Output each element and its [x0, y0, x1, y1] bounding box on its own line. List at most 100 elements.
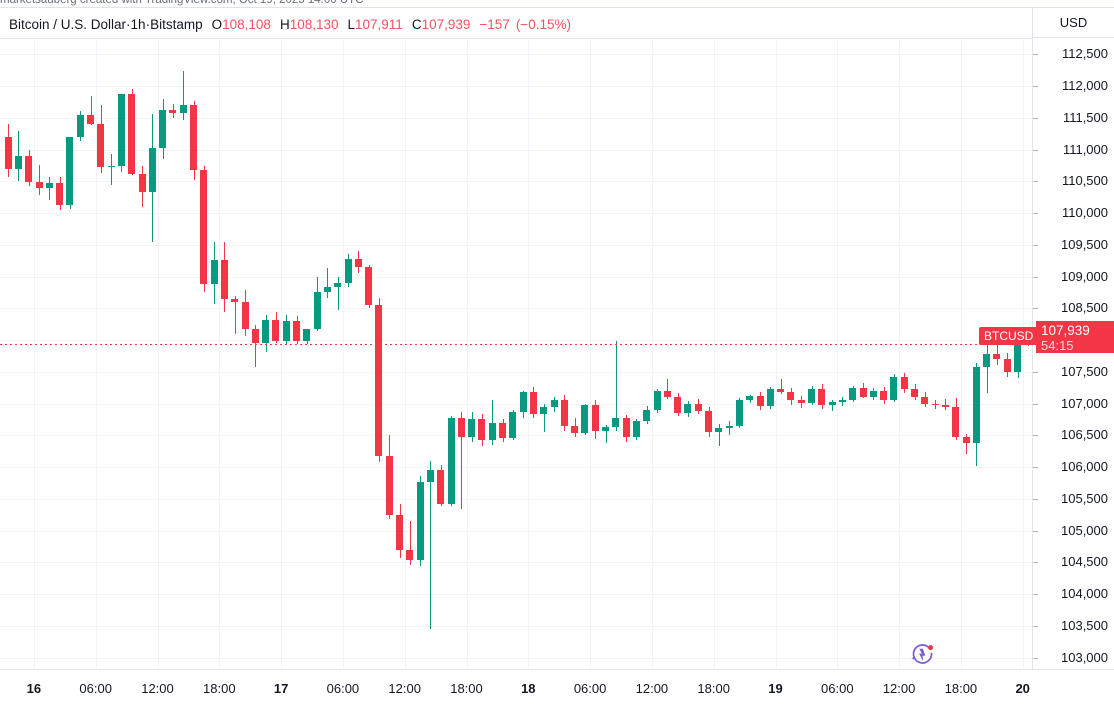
horizontal-gridline	[0, 245, 1032, 246]
candle-body-bearish	[777, 388, 784, 393]
vertical-gridline	[96, 39, 97, 669]
candle-body-bullish	[973, 366, 980, 443]
candle-body-bullish	[870, 390, 877, 397]
time-axis-time-label: 18:00	[450, 681, 483, 696]
candle-body-bearish	[231, 298, 238, 302]
price-axis-tick-label: 104,000	[1061, 586, 1108, 601]
price-tick-dash	[1033, 86, 1038, 87]
candle-body-bearish	[5, 137, 12, 169]
price-axis-tick-label: 109,000	[1061, 269, 1108, 284]
horizontal-gridline	[0, 54, 1032, 55]
candle-body-bullish	[736, 399, 743, 426]
price-tick-dash	[1033, 626, 1038, 627]
vertical-gridline	[961, 39, 962, 669]
candle-wick	[945, 399, 946, 410]
candle-body-bearish	[993, 354, 1000, 360]
candle-wick	[616, 341, 617, 432]
candle-wick	[49, 177, 50, 201]
candle-body-bearish	[36, 181, 43, 188]
candle-body-bullish	[726, 425, 733, 428]
time-axis-time-label: 12:00	[635, 681, 669, 696]
candle-body-bullish	[829, 402, 836, 405]
price-tick-dash	[1033, 245, 1038, 246]
vertical-gridline	[219, 39, 220, 669]
candle-body-bearish	[695, 404, 702, 412]
chart-plot-area[interactable]	[0, 39, 1032, 669]
watermark-attribution: marketsauberg created with TradingView.c…	[0, 0, 364, 6]
candle-body-bearish	[87, 115, 94, 125]
candle-body-bullish	[746, 395, 753, 400]
candle-body-bullish	[633, 421, 640, 437]
candle-body-bearish	[221, 260, 228, 299]
legend-close-key: C	[411, 17, 422, 32]
time-axis-time-label: 06:00	[573, 681, 607, 696]
candle-body-bearish	[25, 155, 32, 182]
vertical-gridline	[837, 39, 838, 669]
grid-layer	[0, 39, 1032, 669]
candle-wick	[91, 96, 92, 126]
time-axis-date-label: 18	[521, 681, 536, 696]
candle-body-bullish	[489, 423, 496, 441]
time-axis-divider	[0, 669, 1114, 670]
time-axis-time-label: 12:00	[141, 681, 174, 696]
legend-change: −157	[479, 17, 510, 32]
legend-interval[interactable]: 1h	[130, 17, 146, 32]
legend-close: C107,939	[412, 15, 471, 35]
candle-body-bearish	[458, 417, 465, 437]
candle-body-bearish	[406, 549, 413, 560]
candle-wick	[729, 421, 730, 436]
candle-body-bearish	[437, 469, 444, 504]
candle-body-bearish	[365, 266, 372, 306]
candle-body-bearish	[561, 399, 568, 427]
candle-body-bullish	[849, 388, 856, 400]
candle-body-bearish	[592, 404, 599, 432]
candle-body-bearish	[664, 391, 671, 398]
candle-body-bullish	[983, 354, 990, 367]
candle-wick	[832, 399, 833, 412]
candle-body-bullish	[581, 404, 588, 434]
candle-wick	[111, 153, 112, 186]
time-axis-date-label: 20	[1015, 681, 1030, 696]
legend-divider	[0, 38, 1114, 39]
candle-body-bullish	[427, 469, 434, 483]
current-price-line	[0, 344, 1032, 345]
time-axis-date-label: 19	[768, 681, 783, 696]
candle-body-bearish	[880, 390, 887, 400]
horizontal-gridline	[0, 150, 1032, 151]
chart-legend: Bitcoin / U.S. Dollar · 1h · Bitstamp O1…	[9, 15, 571, 35]
legend-high: H108,130	[280, 15, 339, 35]
candle-body-bullish	[159, 110, 166, 149]
tradingview-ai-sparkle-icon[interactable]	[908, 641, 936, 669]
legend-exchange[interactable]: Bitstamp	[150, 17, 203, 32]
horizontal-gridline	[0, 213, 1032, 214]
candle-body-bearish	[757, 395, 764, 407]
candle-body-bearish	[396, 514, 403, 550]
candle-body-bearish	[355, 258, 362, 267]
candle-body-bearish	[242, 301, 249, 329]
candle-body-bullish	[314, 291, 321, 330]
legend-separator-1: ·	[126, 17, 131, 32]
vertical-gridline	[405, 39, 406, 669]
candle-wick	[781, 379, 782, 394]
horizontal-gridline	[0, 499, 1032, 500]
candle-body-bearish	[818, 388, 825, 405]
legend-symbol-title[interactable]: Bitcoin / U.S. Dollar	[9, 17, 127, 32]
vertical-gridline	[281, 39, 282, 669]
vertical-gridline	[467, 39, 468, 669]
price-axis-tick-label: 107,500	[1061, 364, 1108, 379]
price-axis-tick-label: 110,500	[1061, 173, 1108, 188]
candle-wick	[997, 336, 998, 366]
legend-change-percent: (−0.15%)	[515, 17, 571, 32]
candle-body-bullish	[448, 417, 455, 504]
price-axis-tick-label: 105,000	[1061, 523, 1108, 538]
price-axis-tick-label: 106,500	[1061, 427, 1108, 442]
candle-body-bearish	[921, 397, 928, 404]
price-tick-dash	[1033, 594, 1038, 595]
time-axis[interactable]: 16 06:00 12:00 18:00 17 06:00 12:00 18:00 18 06:0…	[0, 670, 1032, 708]
candle-wick	[235, 295, 236, 334]
candle-body-bullish	[211, 260, 218, 285]
price-tick-dash	[1033, 531, 1038, 532]
price-tick-dash	[1033, 277, 1038, 278]
candle-body-bearish	[386, 455, 393, 515]
vertical-gridline	[528, 39, 529, 669]
